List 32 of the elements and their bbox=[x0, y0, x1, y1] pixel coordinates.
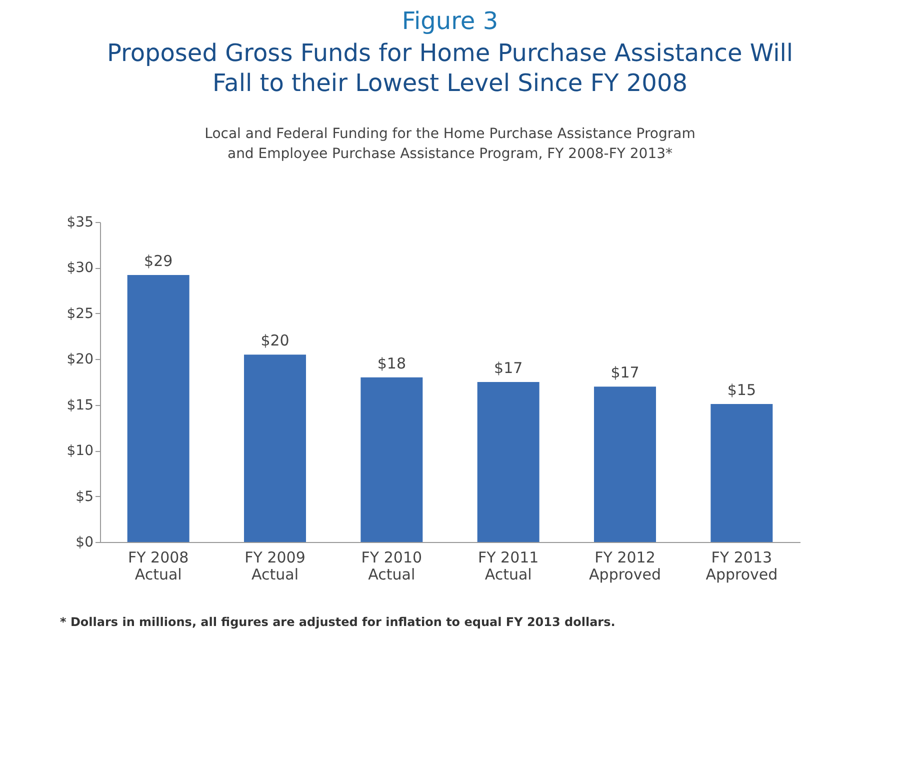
bar bbox=[360, 377, 423, 542]
data-label: $17 bbox=[494, 359, 523, 377]
data-label: $17 bbox=[610, 364, 640, 382]
y-tick-label: $10 bbox=[66, 443, 94, 460]
x-tick-label: FY 2009 Actual bbox=[244, 548, 306, 584]
y-tick-label: $15 bbox=[66, 397, 94, 414]
x-tick-label: FY 2013 Approved bbox=[706, 548, 778, 584]
data-label: $18 bbox=[377, 354, 406, 372]
x-tick-label: FY 2012 Approved bbox=[589, 548, 661, 584]
text: Local and Federal Funding for the Home Purchase Assistance Program bbox=[204, 126, 696, 142]
y-tick-label: $0 bbox=[76, 534, 94, 550]
y-tick-label: $25 bbox=[66, 306, 94, 322]
data-label: $20 bbox=[260, 332, 290, 350]
text: Fall to their Lowest Level Since FY 2008 bbox=[212, 69, 688, 97]
y-tick-label: $20 bbox=[66, 352, 94, 368]
data-label: $15 bbox=[727, 380, 756, 399]
x-tick-label: FY 2010 Actual bbox=[361, 548, 422, 584]
bar bbox=[244, 354, 306, 542]
bar bbox=[594, 386, 656, 542]
x-tick-label: FY 2008 Actual bbox=[128, 548, 189, 584]
data-label: $29 bbox=[144, 252, 173, 270]
bar bbox=[127, 275, 190, 542]
x-tick-label: FY 2011 Actual bbox=[478, 548, 539, 584]
caption: Figure 3 bbox=[402, 7, 498, 35]
y-tick-label: $30 bbox=[66, 260, 94, 276]
y-tick-label: $5 bbox=[76, 488, 94, 505]
bar bbox=[710, 404, 773, 542]
bar bbox=[477, 382, 540, 542]
text: * Dollars in millions, all figures are adjusted for inflation to equal FY 2013 dollars. bbox=[60, 615, 616, 629]
text: Proposed Gross Funds for Home Purchase Assistance Will bbox=[106, 39, 794, 67]
text: and Employee Purchase Assistance Program, FY 2008-FY 2013* bbox=[227, 146, 673, 162]
y-tick-label: $35 bbox=[66, 214, 94, 230]
